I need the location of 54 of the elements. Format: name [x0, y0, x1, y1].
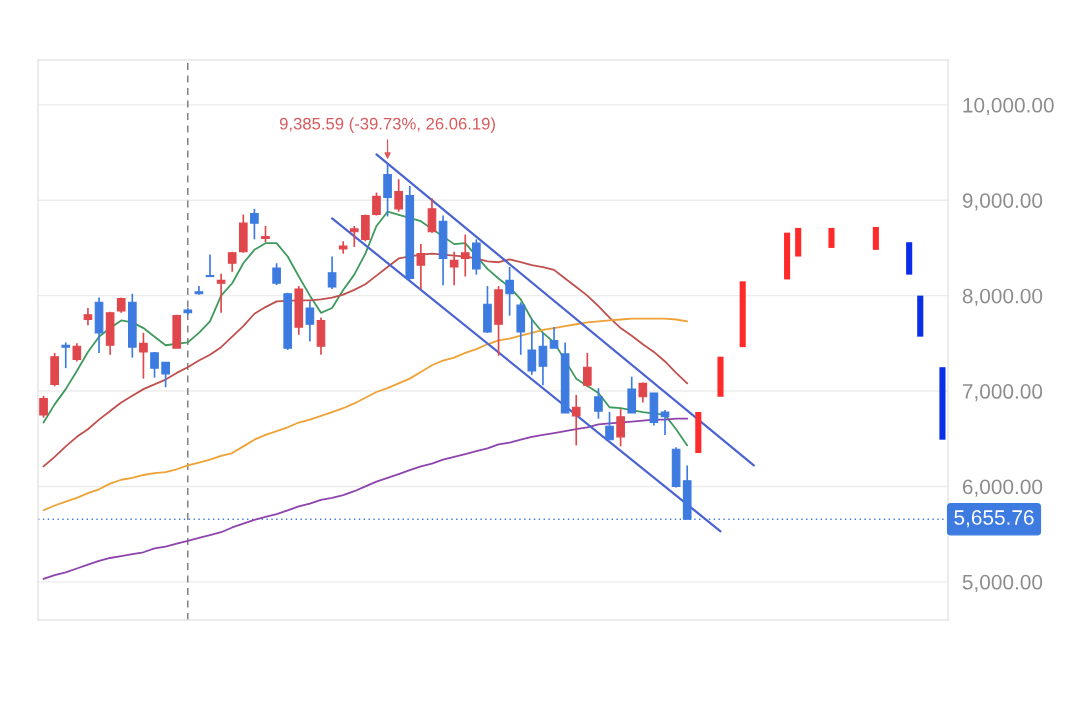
candlestick [139, 332, 148, 380]
candlestick [660, 409, 670, 436]
candlestick [394, 178, 403, 213]
candlestick [583, 352, 592, 389]
candlestick [616, 408, 625, 448]
candlestick [216, 272, 226, 314]
candlestick [250, 207, 259, 241]
candlestick [361, 213, 370, 243]
candlestick [383, 162, 392, 218]
line-series [42, 252, 689, 468]
bar [828, 227, 835, 248]
y-tick-label: 6,000.00 [962, 479, 1043, 497]
candlestick [627, 375, 637, 414]
y-tick-label: 8,000.00 [962, 288, 1043, 306]
candlestick [39, 394, 48, 419]
candlestick [416, 243, 426, 290]
y-tick-label: 9,000.00 [962, 193, 1043, 211]
bar [872, 226, 879, 250]
candlestick [150, 351, 159, 379]
annotation: 9,385.59 (-39.73%, 26.06.19) [279, 117, 495, 133]
candlestick [205, 253, 215, 278]
candlestick [638, 381, 648, 404]
bar [717, 356, 724, 397]
candlestick [549, 326, 559, 349]
candlestick [161, 361, 170, 389]
candlestick [605, 411, 614, 441]
candlestick [538, 332, 548, 387]
bar [784, 232, 791, 280]
candlestick [272, 262, 281, 286]
line-series [42, 210, 689, 447]
candlestick [61, 341, 71, 369]
y-tick-label: 10,000.00 [963, 97, 1054, 116]
ref-line-label: 5,655.76 [954, 510, 1034, 528]
candlestick [72, 342, 82, 363]
candlestick [460, 233, 470, 278]
candlestick [327, 255, 337, 290]
candlestick [305, 300, 315, 343]
candlestick [349, 225, 359, 248]
y-tick-label: 5,000.00 [962, 574, 1043, 593]
bar [739, 281, 746, 348]
candlestick [594, 387, 603, 420]
y-tick-label: 7,000.00 [962, 384, 1043, 402]
bar [695, 412, 702, 454]
bar [906, 242, 913, 275]
candlestick [505, 266, 514, 317]
candlestick [449, 250, 459, 286]
candlestick [427, 197, 437, 234]
bar [917, 295, 924, 337]
candlestick [527, 317, 537, 376]
candlestick [571, 394, 581, 447]
candlestick [372, 191, 381, 217]
line-series [42, 317, 689, 512]
bar [939, 367, 946, 440]
bar [795, 227, 802, 257]
